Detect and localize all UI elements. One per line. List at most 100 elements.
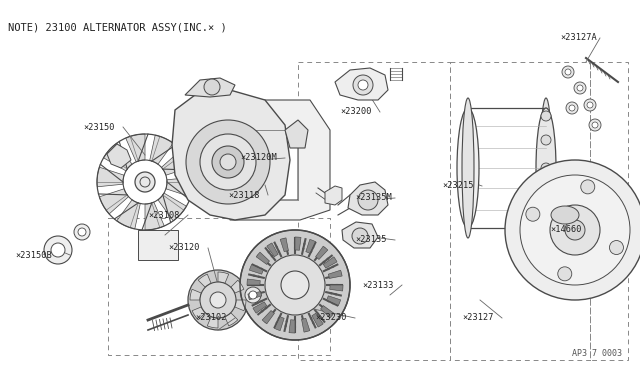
Polygon shape bbox=[262, 311, 275, 324]
Polygon shape bbox=[301, 318, 310, 332]
Polygon shape bbox=[256, 252, 269, 264]
Polygon shape bbox=[218, 272, 228, 283]
Circle shape bbox=[204, 79, 220, 95]
Circle shape bbox=[210, 292, 226, 308]
Text: ×23133: ×23133 bbox=[362, 280, 394, 289]
Polygon shape bbox=[158, 193, 186, 221]
Polygon shape bbox=[231, 280, 244, 293]
Text: AP3 7 0003: AP3 7 0003 bbox=[572, 349, 622, 358]
Circle shape bbox=[220, 154, 236, 170]
Polygon shape bbox=[267, 243, 278, 257]
Text: ×23230: ×23230 bbox=[315, 314, 346, 323]
Polygon shape bbox=[166, 177, 193, 197]
Polygon shape bbox=[198, 274, 211, 287]
Circle shape bbox=[212, 146, 244, 178]
Polygon shape bbox=[230, 100, 330, 220]
Circle shape bbox=[587, 102, 593, 108]
Circle shape bbox=[541, 163, 551, 173]
Text: ×23118: ×23118 bbox=[228, 190, 259, 199]
Text: ×23215: ×23215 bbox=[442, 182, 474, 190]
Circle shape bbox=[589, 119, 601, 131]
Text: ×23108: ×23108 bbox=[148, 211, 179, 219]
Circle shape bbox=[245, 287, 261, 303]
Circle shape bbox=[558, 267, 572, 281]
Polygon shape bbox=[295, 237, 301, 250]
Polygon shape bbox=[161, 150, 191, 175]
Polygon shape bbox=[326, 296, 340, 305]
Text: ×14660: ×14660 bbox=[550, 225, 582, 234]
Circle shape bbox=[240, 230, 350, 340]
Polygon shape bbox=[348, 182, 388, 215]
Ellipse shape bbox=[536, 108, 556, 228]
Polygon shape bbox=[116, 200, 140, 229]
Circle shape bbox=[78, 228, 86, 236]
Circle shape bbox=[249, 291, 257, 299]
Polygon shape bbox=[185, 78, 235, 97]
Circle shape bbox=[584, 99, 596, 111]
Polygon shape bbox=[306, 239, 316, 253]
Polygon shape bbox=[225, 313, 238, 326]
Ellipse shape bbox=[540, 98, 552, 238]
Circle shape bbox=[526, 207, 540, 221]
Polygon shape bbox=[325, 186, 342, 205]
Polygon shape bbox=[280, 238, 289, 252]
Text: ×23150: ×23150 bbox=[83, 122, 115, 131]
Circle shape bbox=[200, 282, 236, 318]
Circle shape bbox=[44, 236, 72, 264]
Polygon shape bbox=[99, 189, 129, 214]
Circle shape bbox=[265, 255, 325, 315]
Polygon shape bbox=[285, 120, 308, 148]
Polygon shape bbox=[312, 313, 323, 327]
Circle shape bbox=[574, 82, 586, 94]
Polygon shape bbox=[342, 222, 378, 248]
Circle shape bbox=[520, 175, 630, 285]
Polygon shape bbox=[323, 257, 337, 268]
Text: ×23200: ×23200 bbox=[340, 108, 371, 116]
Ellipse shape bbox=[457, 108, 479, 228]
Polygon shape bbox=[138, 230, 178, 260]
Circle shape bbox=[541, 135, 551, 145]
Text: ×23150B: ×23150B bbox=[15, 250, 52, 260]
Circle shape bbox=[541, 111, 551, 121]
Polygon shape bbox=[330, 285, 343, 291]
Polygon shape bbox=[250, 264, 263, 274]
Circle shape bbox=[358, 190, 378, 210]
Polygon shape bbox=[145, 202, 164, 230]
Circle shape bbox=[505, 160, 640, 300]
Polygon shape bbox=[97, 167, 124, 187]
Polygon shape bbox=[247, 279, 260, 285]
Circle shape bbox=[358, 80, 368, 90]
Polygon shape bbox=[235, 300, 246, 311]
Circle shape bbox=[353, 75, 373, 95]
Text: ×23120: ×23120 bbox=[168, 244, 200, 253]
Text: ×23135M: ×23135M bbox=[355, 193, 392, 202]
Circle shape bbox=[565, 69, 571, 75]
Circle shape bbox=[609, 241, 623, 254]
Circle shape bbox=[200, 134, 256, 190]
Polygon shape bbox=[316, 246, 328, 260]
Polygon shape bbox=[335, 68, 388, 100]
Circle shape bbox=[569, 105, 575, 111]
Polygon shape bbox=[172, 90, 290, 220]
Circle shape bbox=[135, 172, 155, 192]
Circle shape bbox=[281, 271, 309, 299]
Polygon shape bbox=[248, 292, 262, 300]
Polygon shape bbox=[207, 317, 218, 328]
Circle shape bbox=[74, 224, 90, 240]
Polygon shape bbox=[275, 317, 284, 331]
Text: ×23127: ×23127 bbox=[462, 314, 493, 323]
Circle shape bbox=[188, 270, 248, 330]
Polygon shape bbox=[321, 305, 334, 318]
Circle shape bbox=[51, 243, 65, 257]
Circle shape bbox=[352, 228, 368, 244]
Polygon shape bbox=[150, 135, 173, 164]
Polygon shape bbox=[192, 307, 205, 320]
Circle shape bbox=[566, 102, 578, 114]
Text: NOTE) 23100 ALTERNATOR ASSY(INC.× ): NOTE) 23100 ALTERNATOR ASSY(INC.× ) bbox=[8, 22, 227, 32]
Polygon shape bbox=[125, 134, 145, 162]
Circle shape bbox=[541, 191, 551, 201]
Polygon shape bbox=[104, 143, 132, 171]
Ellipse shape bbox=[551, 206, 579, 224]
Polygon shape bbox=[190, 289, 202, 300]
Circle shape bbox=[550, 205, 600, 255]
